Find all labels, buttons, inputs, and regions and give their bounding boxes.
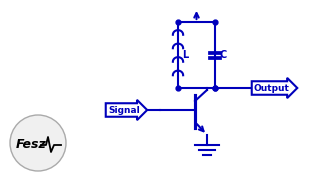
Text: Fesz: Fesz xyxy=(16,138,46,152)
Circle shape xyxy=(10,115,66,171)
Text: C: C xyxy=(219,50,226,60)
Text: L: L xyxy=(182,50,188,60)
Text: Signal: Signal xyxy=(108,105,140,114)
Text: Output: Output xyxy=(254,84,290,93)
